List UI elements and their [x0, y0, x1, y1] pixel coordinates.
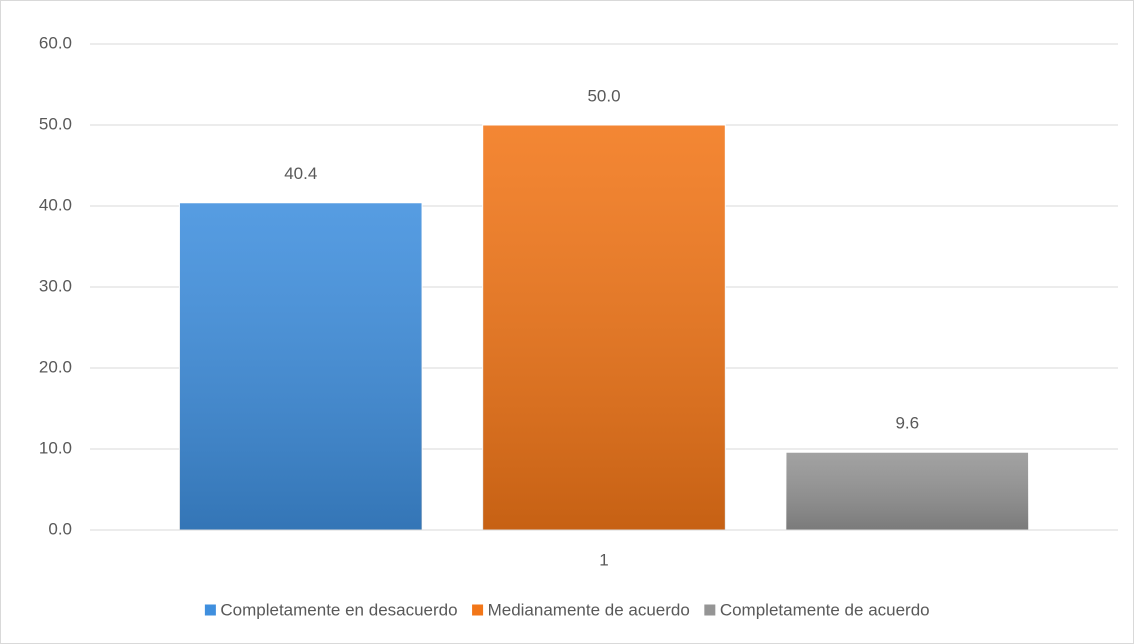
legend-label: Medianamente de acuerdo [488, 600, 690, 619]
legend-label: Completamente en desacuerdo [220, 600, 457, 619]
data-label: 9.6 [895, 414, 919, 433]
y-tick-label: 30.0 [39, 276, 72, 295]
y-tick-label: 0.0 [48, 519, 72, 538]
y-tick-label: 40.0 [39, 195, 72, 214]
legend-marker [471, 603, 485, 617]
data-label: 50.0 [587, 86, 620, 105]
bar-shade [785, 452, 1029, 530]
legend-marker [203, 603, 217, 617]
bar-shade [179, 202, 423, 530]
legend-label: Completamente de acuerdo [720, 600, 930, 619]
y-tick-label: 20.0 [39, 357, 72, 376]
legend-marker [703, 603, 717, 617]
y-tick-label: 10.0 [39, 438, 72, 457]
data-label: 40.4 [284, 164, 317, 183]
bar-shade [482, 125, 726, 530]
y-tick-label: 50.0 [39, 114, 72, 133]
y-tick-label: 60.0 [39, 33, 72, 52]
x-tick-label: 1 [599, 550, 608, 569]
